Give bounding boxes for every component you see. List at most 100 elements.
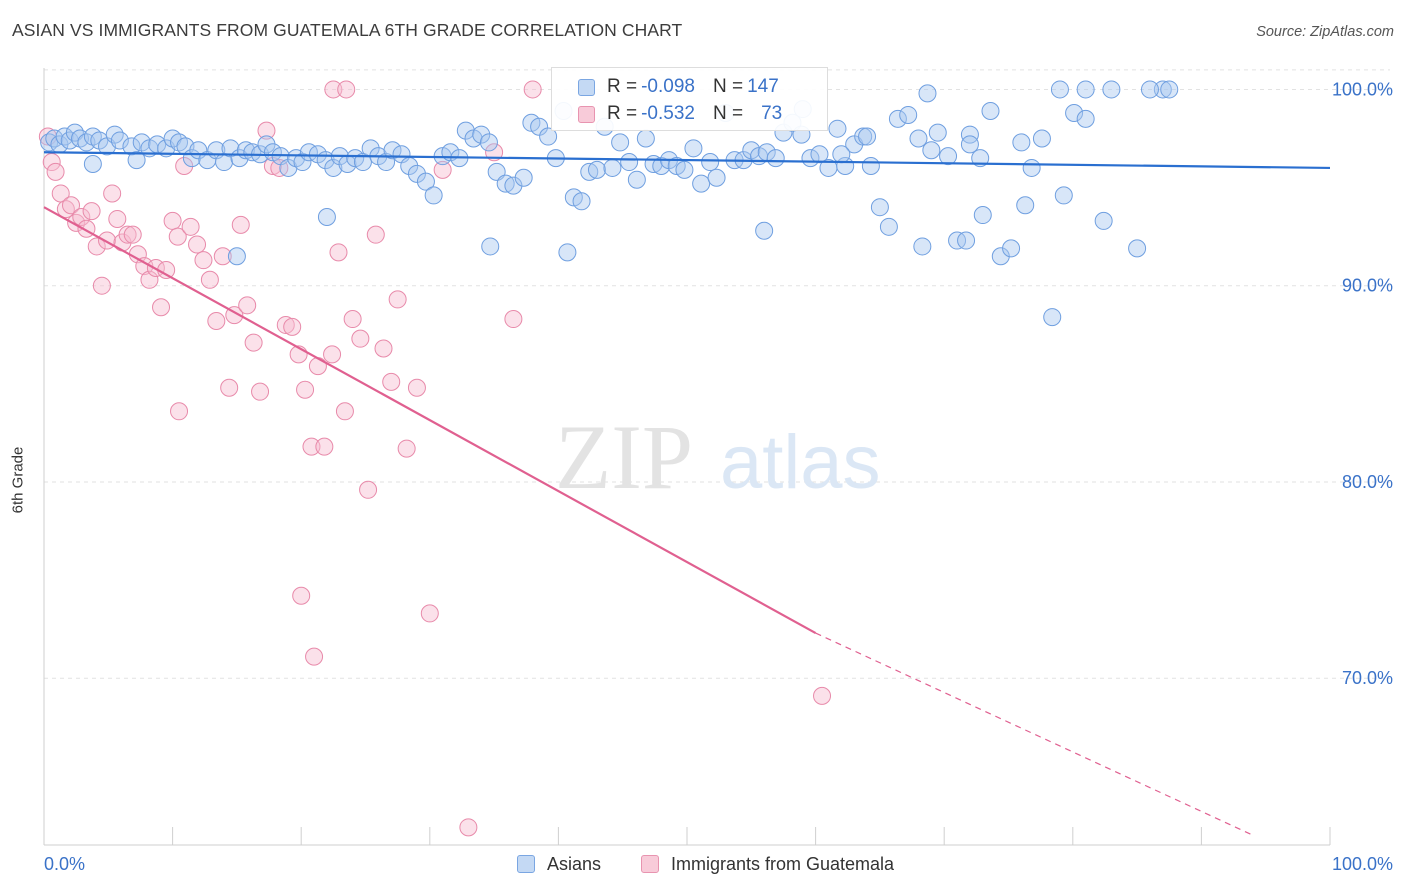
asian-point <box>481 237 500 256</box>
asian-point <box>472 125 491 144</box>
guatemala-point <box>152 298 171 317</box>
watermark-zip: ZIP <box>555 406 693 508</box>
asians-trend-line <box>43 151 1331 170</box>
asian-point <box>870 198 889 217</box>
legend-r-value: -0.532 <box>641 103 695 124</box>
guatemala-point <box>315 437 334 456</box>
legend-item-guatemala[interactable]: Immigrants from Guatemala <box>641 852 894 876</box>
guatemala-trend-extension <box>815 632 1254 836</box>
asian-point <box>858 127 877 146</box>
asian-point <box>675 160 694 179</box>
guatemala-point <box>200 270 219 289</box>
asian-point <box>707 168 726 187</box>
y-tick-label: 80.0% <box>1342 472 1393 492</box>
asian-point <box>514 168 533 187</box>
asian-point <box>832 145 851 164</box>
y-axis-label: 6th Grade <box>9 446 27 514</box>
legend-item-asians[interactable]: Asians <box>517 852 601 876</box>
asian-point <box>627 170 646 189</box>
asian-point <box>1153 80 1172 99</box>
x-tick-labels: 0.0% 100.0% <box>44 854 1393 874</box>
asian-point <box>1102 80 1121 99</box>
y-tick-label: 90.0% <box>1342 276 1393 296</box>
guatemala-point <box>323 345 342 364</box>
asian-point <box>960 125 979 144</box>
guatemala-point <box>343 310 362 329</box>
guatemala-point <box>308 357 327 376</box>
asian-point <box>456 121 475 140</box>
guatemala-point <box>213 247 232 266</box>
asian-point <box>65 123 84 142</box>
guatemala-swatch-icon <box>578 105 595 123</box>
asian-point <box>105 125 124 144</box>
axes <box>43 68 1331 846</box>
asian-point <box>416 172 435 191</box>
y-tick-label: 70.0% <box>1342 668 1393 688</box>
asian-point <box>701 153 720 172</box>
guatemala-point <box>42 153 61 172</box>
asian-point <box>424 186 443 205</box>
asian-point <box>353 153 372 172</box>
guatemala-point <box>366 225 385 244</box>
guatemala-point <box>103 184 122 203</box>
guatemala-point <box>194 251 213 270</box>
asian-point <box>580 162 599 181</box>
asians-legend-icon <box>517 855 535 873</box>
trend-lines <box>43 151 1331 836</box>
asian-point <box>122 137 141 156</box>
guatemala-point <box>420 604 439 623</box>
guatemala-point <box>485 143 504 162</box>
guatemala-point <box>813 686 832 705</box>
guatemala-point <box>157 260 176 279</box>
asian-point <box>243 143 262 162</box>
legend-n-value: 73 <box>761 103 783 124</box>
legend-row-guatemala: R = -0.532 N = 73 <box>578 102 782 126</box>
asian-point <box>611 133 630 152</box>
guatemala-point <box>87 237 106 256</box>
asian-point <box>530 117 549 136</box>
guatemala-point <box>108 209 127 228</box>
asian-point <box>1076 109 1095 128</box>
asian-point <box>948 231 967 250</box>
guatemala-point <box>283 317 302 336</box>
legend-r-label: R = <box>607 76 638 97</box>
asian-point <box>888 109 907 128</box>
guatemala-point <box>220 378 239 397</box>
guatemala-point <box>359 480 378 499</box>
guatemala-point <box>302 437 321 456</box>
asian-point <box>293 153 312 172</box>
asian-point <box>572 192 591 211</box>
x-tick-label: 100.0% <box>1332 854 1393 874</box>
asian-point <box>317 208 336 226</box>
asian-point <box>1012 133 1031 152</box>
guatemala-point <box>257 121 276 140</box>
asian-point <box>83 155 102 174</box>
guatemala-point <box>140 270 159 289</box>
asian-point <box>558 243 577 262</box>
asian-point <box>971 149 990 168</box>
asian-point <box>1160 80 1179 99</box>
asian-point <box>755 221 774 240</box>
asian-point <box>324 158 343 177</box>
guatemala-point <box>168 227 187 246</box>
guatemala-point <box>504 310 523 329</box>
guatemala-point <box>207 312 226 331</box>
asian-point <box>1054 186 1073 205</box>
guatemala-point <box>251 382 270 401</box>
guatemala-point <box>337 80 356 99</box>
asian-point <box>1065 103 1084 122</box>
asian-point <box>981 102 1000 121</box>
guatemala-point <box>163 211 182 230</box>
asian-point <box>377 153 396 172</box>
asian-point <box>1032 129 1051 148</box>
chart-title: ASIAN VS IMMIGRANTS FROM GUATEMALA 6TH G… <box>12 20 683 40</box>
guatemala-point <box>459 818 478 837</box>
legend-n-label: N = <box>712 103 744 124</box>
asian-point <box>692 174 711 193</box>
legend-r-value: -0.098 <box>641 76 695 97</box>
correlation-legend: R = -0.098 N = 147 R = -0.532 N = 73 <box>551 67 828 131</box>
guatemala-point <box>92 276 111 295</box>
asian-point <box>928 123 947 142</box>
asian-point <box>587 160 606 179</box>
